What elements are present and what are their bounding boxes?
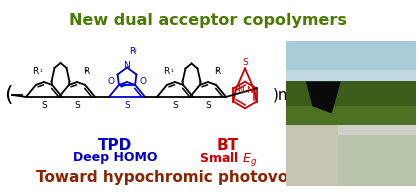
Text: S: S — [205, 101, 211, 110]
Text: O: O — [108, 76, 115, 86]
Text: (: ( — [4, 85, 13, 105]
Bar — [286, 70, 416, 81]
Text: N: N — [238, 86, 244, 95]
Text: ¹: ¹ — [216, 70, 219, 76]
Text: N: N — [246, 86, 253, 95]
Bar — [286, 106, 416, 125]
Text: S: S — [74, 101, 80, 110]
Text: S: S — [172, 101, 178, 110]
Text: ²: ² — [134, 50, 137, 56]
Text: R: R — [83, 67, 89, 76]
Bar — [286, 81, 416, 125]
Text: )n: )n — [273, 87, 289, 102]
Text: New dual acceptor copolymers: New dual acceptor copolymers — [69, 13, 347, 28]
Text: TPD: TPD — [98, 138, 132, 153]
Text: R: R — [163, 67, 169, 76]
Text: N: N — [123, 61, 131, 69]
Text: O: O — [139, 76, 146, 86]
Bar — [286, 121, 338, 186]
Text: S: S — [242, 58, 248, 68]
Text: ¹: ¹ — [85, 70, 88, 76]
Text: Toward hypochromic photovoltaics: Toward hypochromic photovoltaics — [36, 170, 334, 185]
Text: S: S — [41, 101, 47, 110]
Text: Deep HOMO: Deep HOMO — [73, 151, 157, 164]
Text: ¹: ¹ — [171, 70, 174, 76]
Text: ¹: ¹ — [40, 70, 43, 76]
Text: Small $\mathit{E}_g$: Small $\mathit{E}_g$ — [199, 151, 257, 169]
Bar — [338, 135, 416, 186]
Bar — [286, 121, 416, 186]
Text: R: R — [32, 67, 38, 76]
Text: S: S — [124, 101, 130, 110]
Text: R: R — [129, 48, 135, 56]
Polygon shape — [306, 81, 341, 113]
Text: BT: BT — [217, 138, 239, 153]
Bar — [286, 41, 416, 81]
Text: R: R — [214, 67, 220, 76]
